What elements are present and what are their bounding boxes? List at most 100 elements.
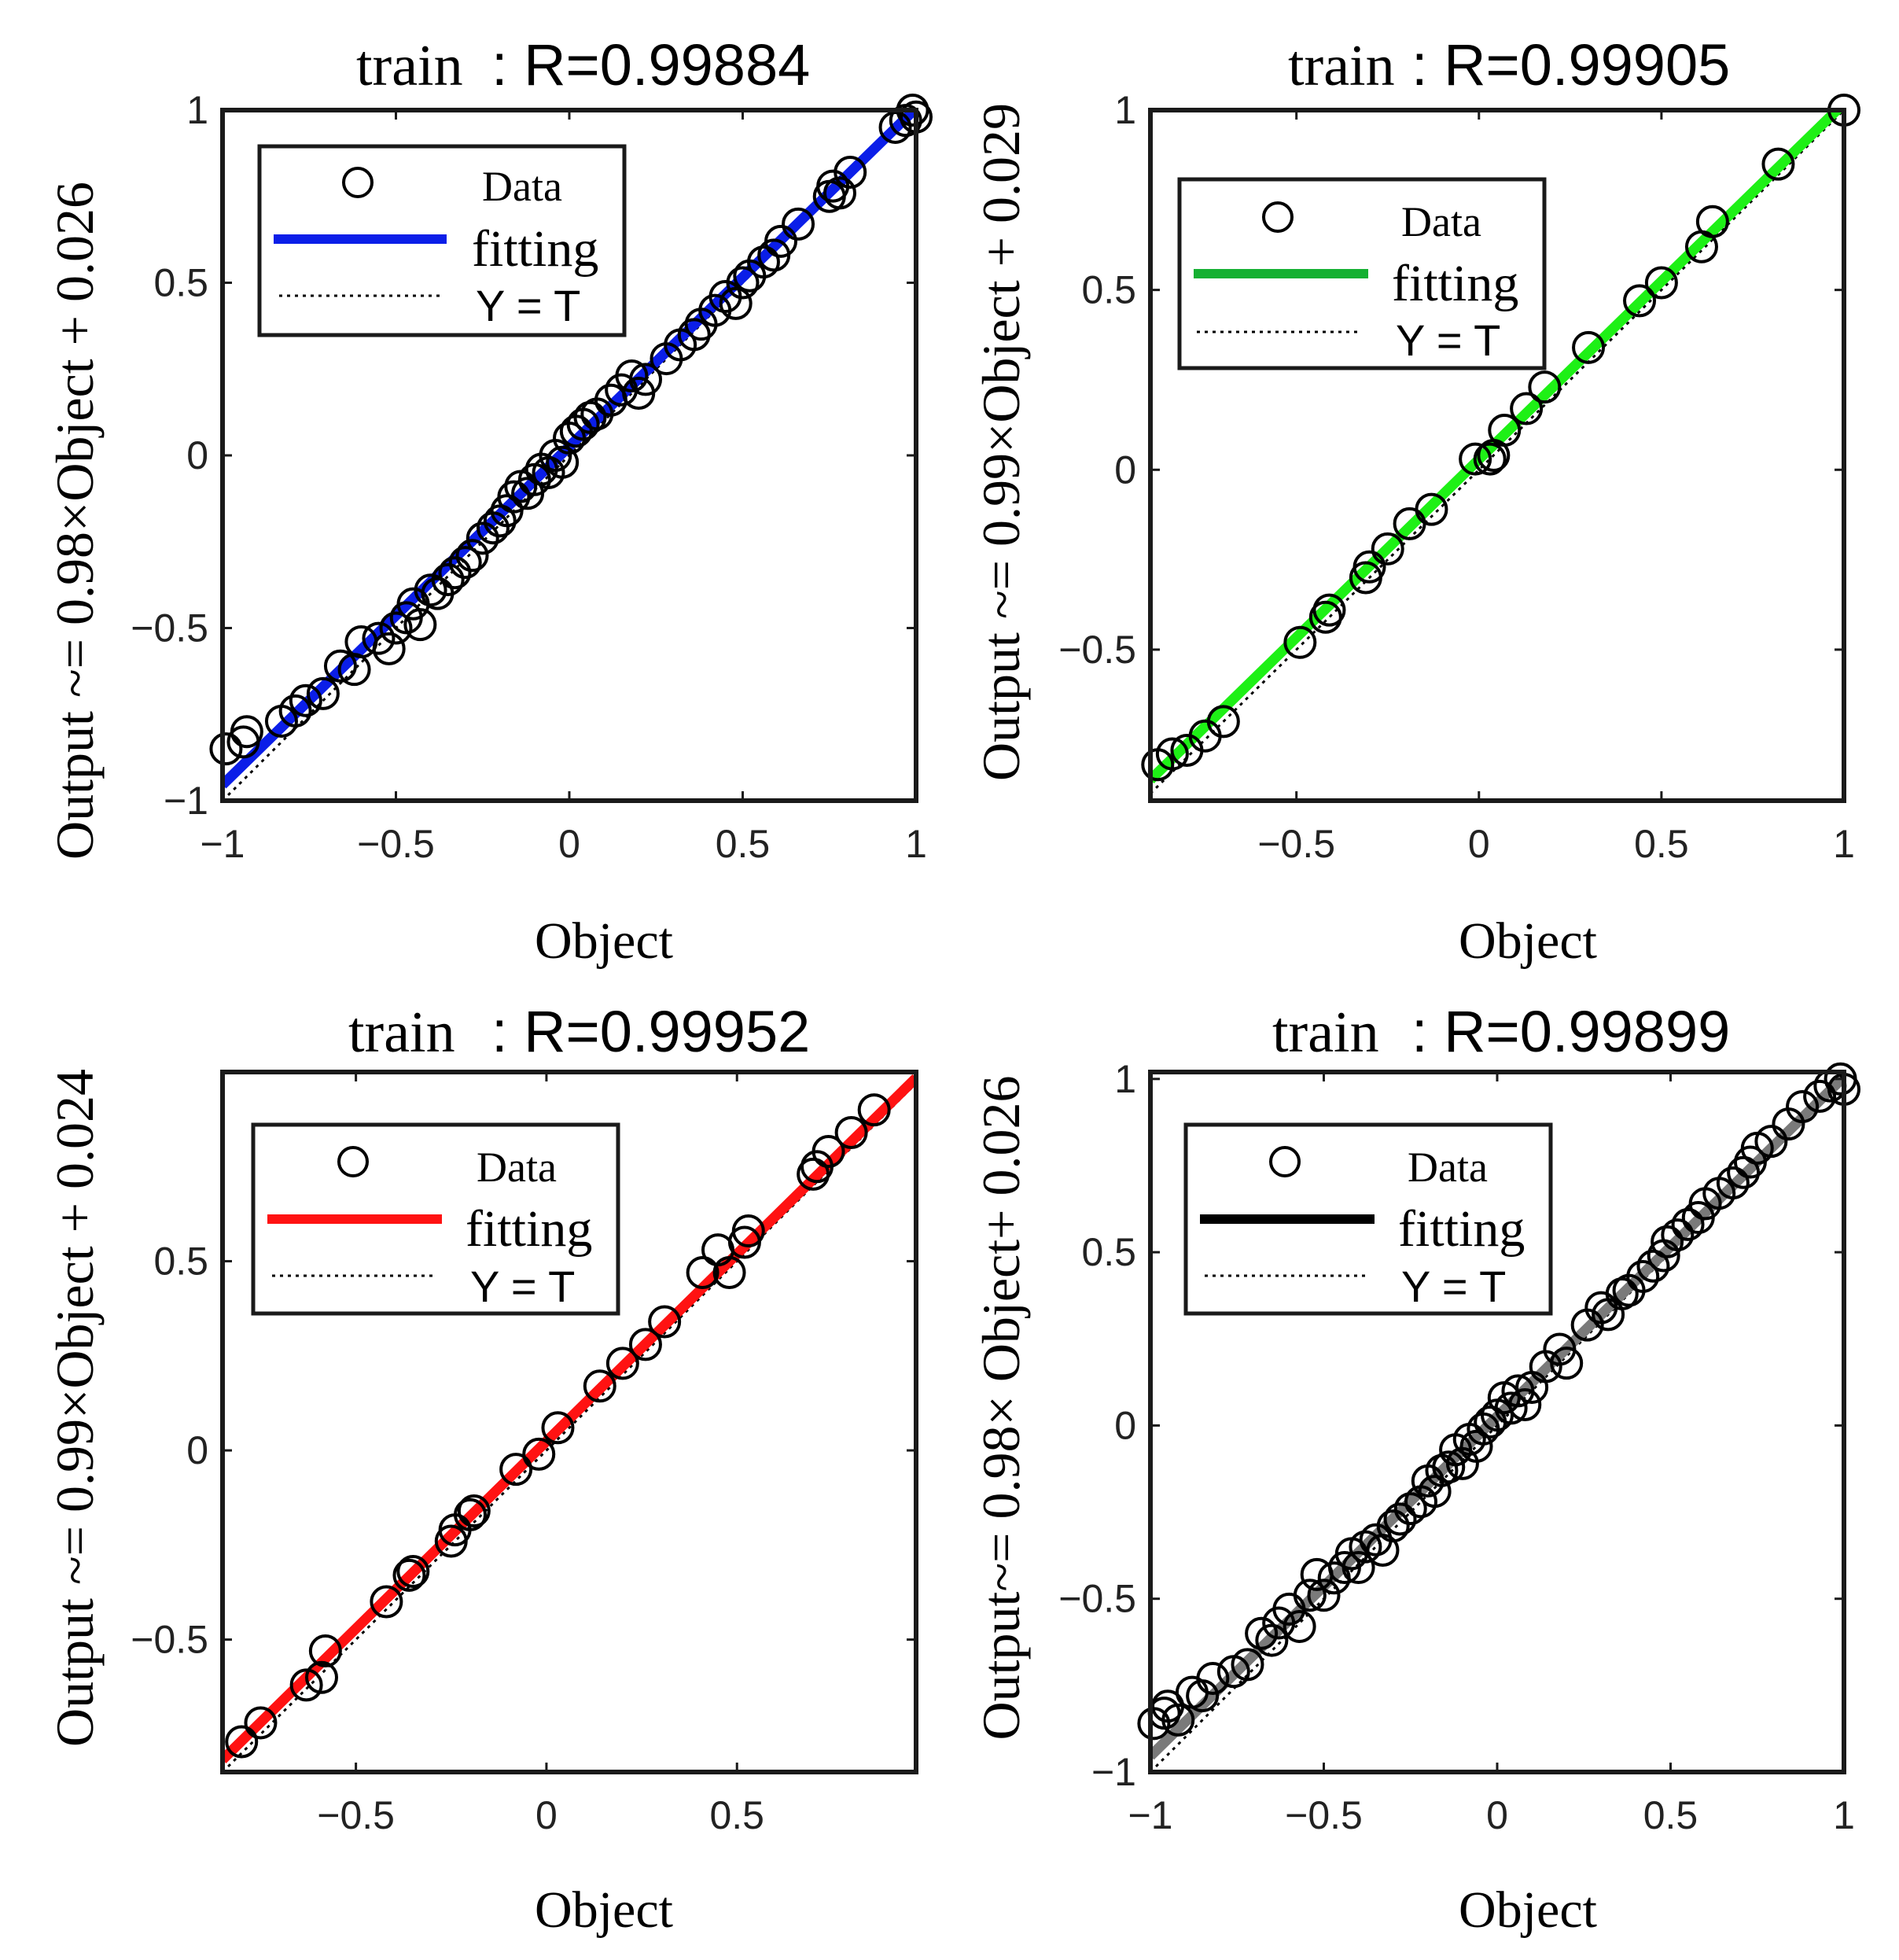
data-point (726, 266, 760, 300)
x-axis-label: Object (535, 1881, 673, 1939)
data-point (629, 363, 663, 396)
data-point (455, 539, 489, 573)
data-point (370, 1585, 403, 1619)
panel-bottom-left: train : R=0.99952 −0.5 0 0.5 −0.5 0 0.5 Obje… (45, 999, 918, 1939)
data-point (1231, 1648, 1264, 1682)
x-tick-label: 0.5 (709, 1793, 764, 1837)
data-point (615, 359, 649, 393)
reference-line (223, 1082, 916, 1772)
data-point (1626, 1259, 1660, 1293)
y-tick-label: −0.5 (1058, 628, 1136, 672)
y-tick-label: 0 (186, 433, 208, 477)
legend-ref-label: Y = T (470, 1262, 575, 1311)
x-tick-label: −0.5 (1285, 1793, 1363, 1837)
x-tick-label: −0.5 (317, 1793, 395, 1837)
y-axis-label: Output ~= 0.99×Object + 0.024 (45, 1069, 105, 1747)
y-tick-label: −1 (164, 779, 208, 823)
title-value: : R=0.99899 (1411, 999, 1730, 1064)
data-point (1418, 1475, 1452, 1509)
data-point (308, 1634, 342, 1668)
title-prefix: train (348, 1000, 455, 1065)
legend-data-label: Data (482, 163, 562, 210)
data-point (834, 1115, 868, 1149)
y-tick-label: 0 (1114, 1403, 1136, 1447)
title-prefix: train (1272, 1000, 1379, 1065)
data-point (1341, 1551, 1375, 1585)
panel-top-left: train : R=0.99884 −1 −0.5 0 0.5 1 −1 −0.5 0 0.5… (45, 32, 933, 970)
data-point (1636, 1249, 1670, 1283)
data-point (541, 1411, 575, 1445)
data-point (392, 1558, 426, 1592)
data-point (1623, 284, 1657, 318)
data-point (583, 1369, 616, 1403)
data-point (466, 521, 499, 555)
data-point (546, 445, 580, 479)
data-point (1572, 330, 1606, 364)
data-point (1383, 1502, 1417, 1536)
data-point (811, 1135, 845, 1169)
x-tick-label: 0 (535, 1793, 558, 1837)
y-tick-label: 0.5 (1081, 268, 1136, 312)
y-tick-label: 0.5 (1081, 1230, 1136, 1274)
legend-ref-label: Y = T (1396, 315, 1500, 365)
y-tick-label: 0.5 (153, 261, 208, 305)
data-point (289, 1668, 323, 1702)
legend: Data fitting Y = T (1183, 1122, 1553, 1316)
legend-fit-label: fitting (1398, 1200, 1525, 1258)
x-tick-label: −1 (1128, 1793, 1172, 1837)
data-point (1510, 392, 1544, 426)
legend: Data fitting Y = T (1177, 177, 1547, 370)
data-point (1716, 1166, 1750, 1199)
x-tick-label: 0.5 (1643, 1793, 1698, 1837)
data-point (731, 1214, 765, 1248)
data-point (522, 1437, 556, 1471)
x-tick-label: 1 (1833, 1793, 1855, 1837)
data-point (1432, 1450, 1466, 1484)
legend-data-label: Data (477, 1144, 557, 1191)
data-point (764, 224, 798, 258)
x-tick-label: 0.5 (716, 822, 771, 866)
data-point (230, 715, 263, 749)
data-point (305, 1660, 338, 1694)
x-tick-label: 0 (558, 822, 580, 866)
panel-top-right: train : R=0.99905 −0.5 0 0.5 1 −0.5 0 0.5 1 Ob… (971, 32, 1860, 970)
x-axis-label: Object (1459, 912, 1597, 970)
data-point (403, 608, 437, 642)
y-axis-label: Output ~= 0.99×Object + 0.029 (971, 103, 1031, 781)
y-tick-label: −0.5 (131, 606, 208, 650)
axes-frame (220, 1070, 918, 1774)
legend-fit-label: fitting (1392, 255, 1518, 312)
x-tick-label: 0 (1486, 1793, 1508, 1837)
data-point (362, 621, 396, 655)
data-point (1245, 1616, 1279, 1650)
y-tick-label: 1 (186, 88, 208, 132)
data-point (1661, 1218, 1695, 1252)
data-point (379, 611, 413, 645)
data-point (1494, 1391, 1528, 1425)
panel-bottom-right: train : R=0.99899 −1 −0.5 0 0.5 1 −1 −0.5 0 0.5… (971, 999, 1860, 1939)
y-tick-label: −0.5 (1058, 1577, 1136, 1621)
data-point (1283, 1609, 1316, 1643)
data-point (278, 694, 312, 728)
data-point (323, 649, 357, 683)
data-point (1671, 1207, 1705, 1241)
title-value: : R=0.99905 (1411, 32, 1730, 98)
data-point (1393, 1492, 1427, 1526)
legend-ref-label: Y = T (476, 281, 580, 330)
data-point (1196, 1662, 1230, 1696)
legend-data-marker (337, 1146, 369, 1177)
y-tick-label: 0 (186, 1428, 208, 1472)
data-point (209, 732, 243, 766)
data-point (289, 683, 322, 717)
legend-data-marker (1262, 201, 1294, 233)
data-point (1459, 1429, 1493, 1463)
data-point (225, 1725, 259, 1759)
data-point (438, 556, 472, 590)
title-prefix: train (356, 34, 463, 98)
y-tick-label: −0.5 (131, 1618, 208, 1662)
data-point (1727, 1155, 1761, 1189)
data-point (372, 632, 406, 665)
data-point (628, 1328, 662, 1361)
data-point (1312, 593, 1346, 627)
data-point (1488, 413, 1522, 447)
